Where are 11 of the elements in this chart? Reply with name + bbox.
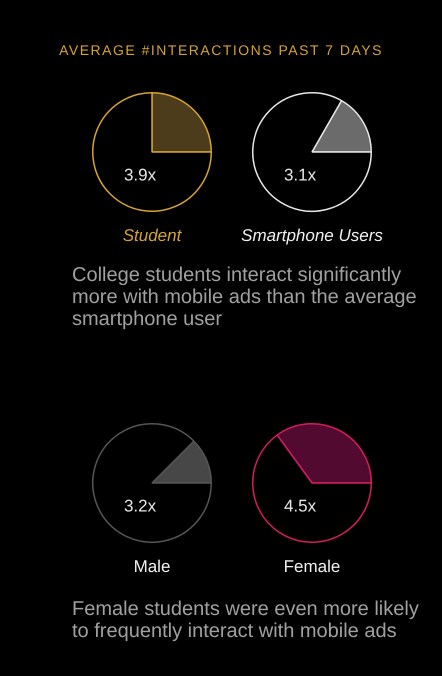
text: 4.5x [284,496,317,516]
text: 3.1x [284,166,317,185]
text: Female students were even more likely to frequently interact with mobile ads [72,598,420,642]
text: AVERAGE #INTERACTIONS PAST 7 DAYS [58,42,384,58]
text: Student [122,226,183,246]
text: Male [132,557,172,577]
text: Female [282,557,342,577]
text: 3.2x [124,496,157,516]
text: College students interact significantly more with mobile ads than the average smartphone user [72,264,418,330]
text: 3.9x [124,166,157,185]
text: Smartphone Users [240,226,384,246]
